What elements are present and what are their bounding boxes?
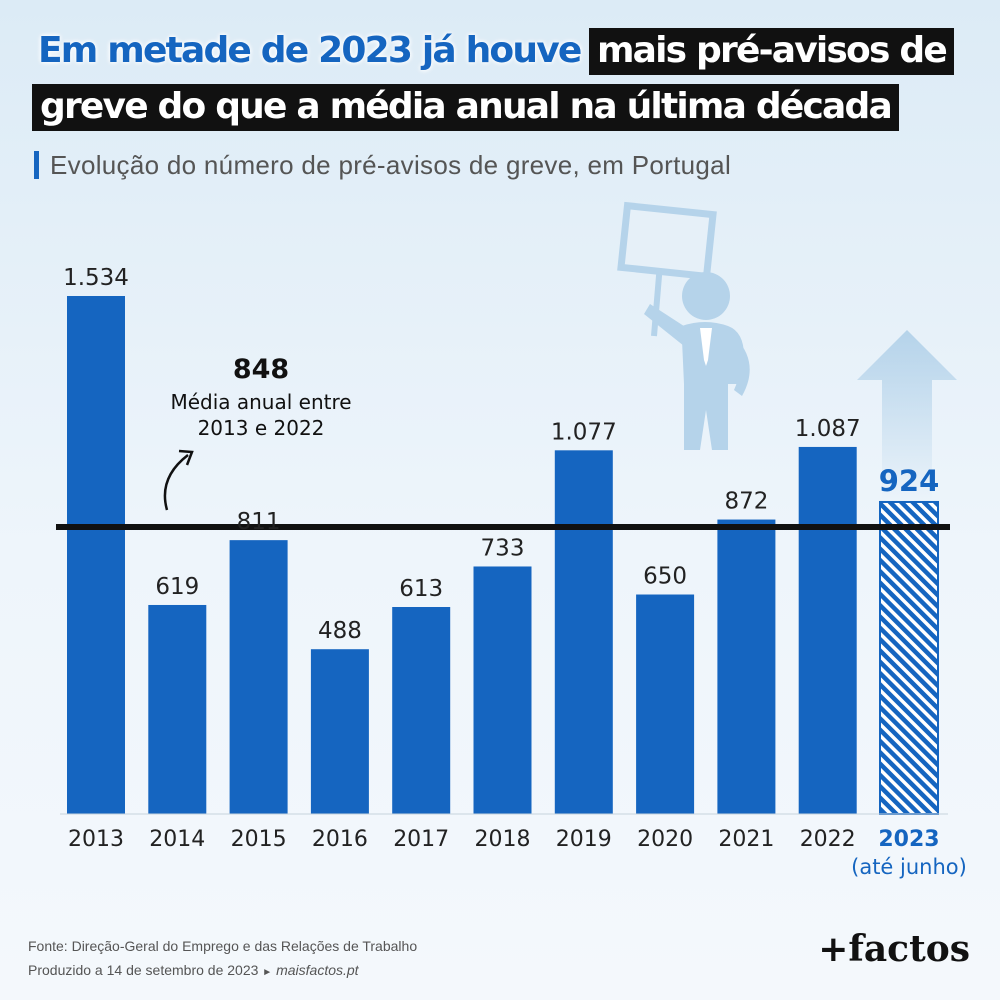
average-value-label: 848 (233, 354, 289, 385)
value-label-2017: 613 (399, 576, 443, 602)
x-tick-label-2022: 2022 (800, 827, 856, 852)
title-line-1: Em metade de 2023 já houve mais pré-avis… (0, 28, 954, 75)
bar-2014 (148, 604, 207, 814)
bar-2017 (392, 607, 451, 814)
x-tick-label-2020: 2020 (637, 827, 693, 852)
x-tick-label-2018: 2018 (475, 827, 531, 852)
x-tick-label-2019: 2019 (556, 827, 612, 852)
logo-plus: + (818, 929, 849, 970)
bar-2018 (473, 566, 532, 814)
average-label-line-2: 2013 e 2022 (198, 416, 325, 440)
value-label-2020: 650 (643, 564, 687, 590)
value-label-2019: 1.077 (551, 419, 617, 445)
x-tick-label-2015: 2015 (231, 827, 287, 852)
bar-2023 (879, 500, 939, 815)
bar-2015 (229, 540, 288, 814)
bar-2021 (717, 519, 776, 814)
brand-logo: +factos (818, 928, 970, 970)
subtitle-accent-bar (34, 151, 39, 179)
x-tick-label-2014: 2014 (149, 827, 205, 852)
title-part-2: greve do que a média anual na última déc… (32, 84, 899, 131)
bar-2019 (554, 450, 613, 814)
up-arrow-icon (857, 330, 957, 502)
logo-text: factos (848, 928, 970, 970)
annotation-arrow-icon (163, 454, 189, 511)
site-name: maisfactos.pt (276, 962, 359, 978)
x-tick-label-2023: 2023 (878, 827, 939, 852)
source-note: Fonte: Direção-Geral do Emprego e das Re… (28, 938, 418, 954)
axis-layer: 2013 2014 2015 2016 2017 2018 2019 2020 2021 2022… (60, 813, 967, 879)
title-part-1: mais pré-avisos de (588, 28, 954, 75)
value-label-2014: 619 (155, 574, 199, 600)
production-note: Produzido a 14 de setembro de 2023 ► mai… (28, 962, 359, 978)
production-date: Produzido a 14 de setembro de 2023 (28, 962, 259, 978)
value-label-2023: 924 (879, 464, 940, 498)
x-tick-label-2013: 2013 (68, 827, 124, 852)
bars-layer (67, 296, 939, 815)
value-label-2013: 1.534 (63, 265, 129, 291)
bar-2013 (67, 296, 125, 814)
x-tick-sublabel: (até junho) (851, 855, 967, 879)
annotation-arrowhead-icon (178, 449, 194, 466)
x-tick-label-2016: 2016 (312, 827, 368, 852)
value-label-2022: 1.087 (795, 416, 861, 442)
value-label-2021: 872 (724, 489, 768, 515)
chart-subtitle: Evolução do número de pré-avisos de grev… (50, 150, 732, 180)
value-label-2016: 488 (318, 618, 362, 644)
bar-2020 (636, 594, 695, 814)
title-highlight: Em metade de 2023 já houve (38, 30, 582, 71)
value-label-2018: 733 (481, 535, 525, 561)
bar-2022 (798, 446, 857, 814)
value-label-2015: 811 (237, 509, 281, 535)
protester-holding-sign-icon (617, 201, 750, 450)
labels-layer: 1.534 619 811 488 613 733 1.077 650 872 1.087 924 (63, 265, 939, 644)
title-line-2: greve do que a média anual na última déc… (0, 84, 899, 131)
x-tick-label-2021: 2021 (718, 827, 774, 852)
x-tick-label-2017: 2017 (393, 827, 449, 852)
average-label-line-1: Média anual entre (170, 390, 351, 414)
play-icon: ► (262, 967, 273, 978)
bar-2016 (310, 649, 369, 814)
